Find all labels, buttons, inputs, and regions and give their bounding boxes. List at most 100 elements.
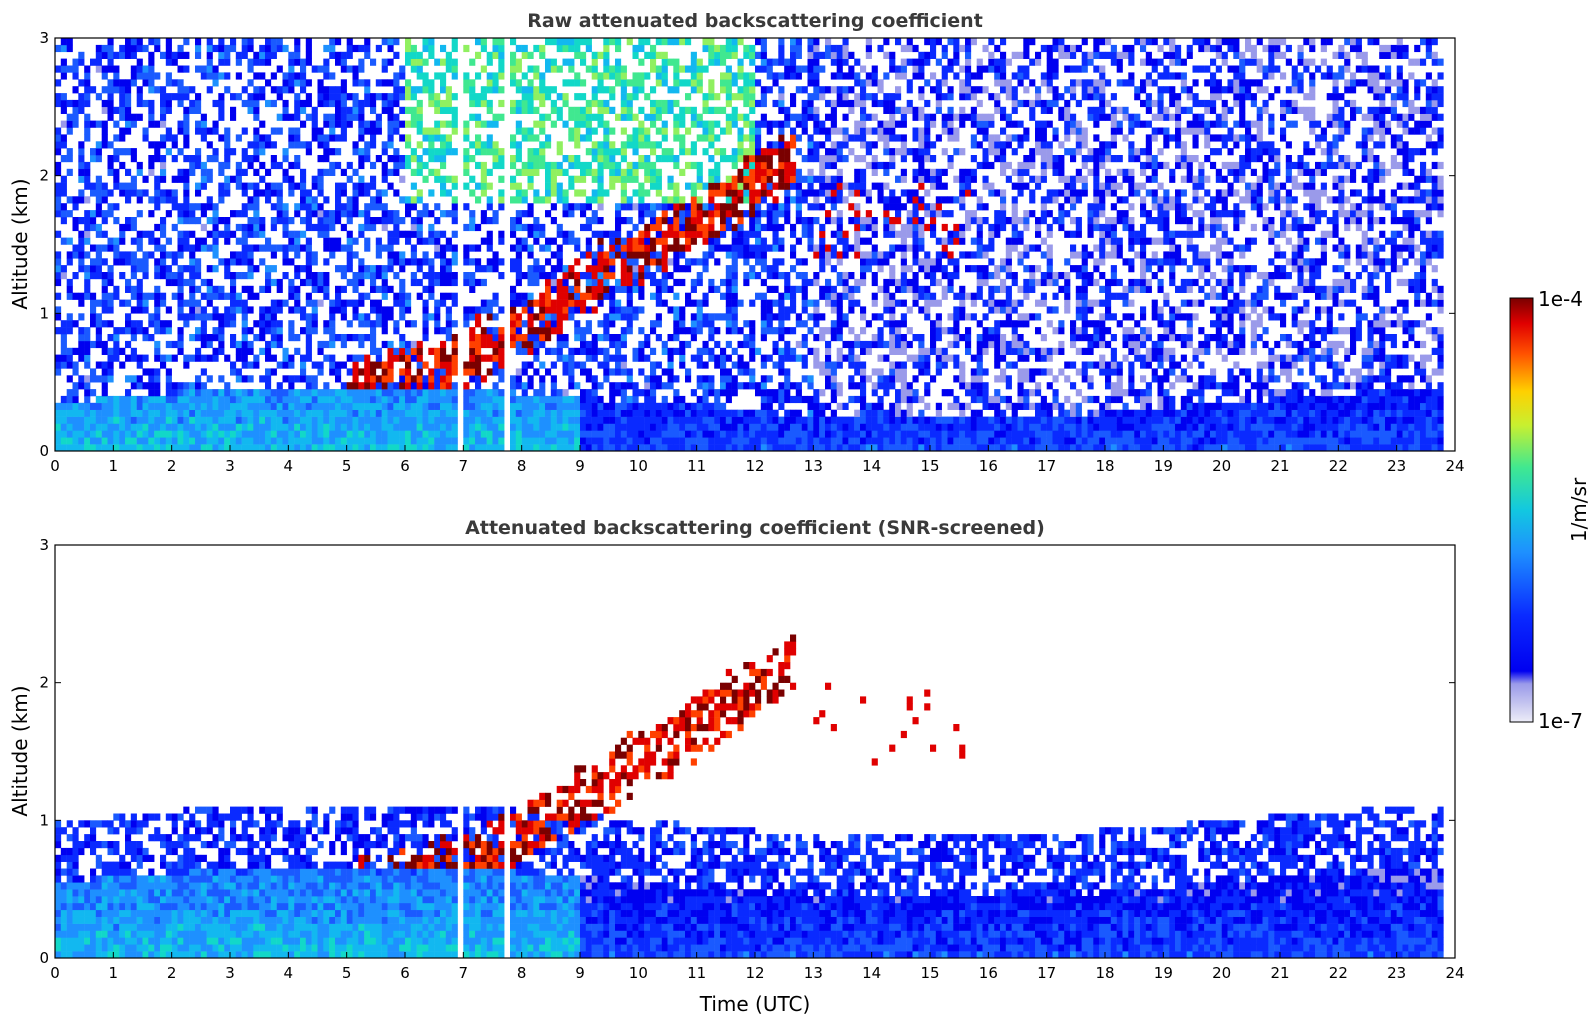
heatmap-cell	[160, 223, 167, 232]
heatmap-cell	[212, 347, 219, 355]
heatmap-cell	[795, 409, 802, 417]
heatmap-cell	[527, 99, 534, 108]
heatmap-cell	[294, 79, 301, 87]
heatmap-cell	[819, 189, 826, 197]
heatmap-cell	[749, 320, 756, 328]
heatmap-cell	[90, 416, 97, 424]
heatmap-cell	[195, 430, 202, 438]
heatmap-cell	[720, 210, 727, 218]
heatmap-cell	[445, 409, 452, 417]
heatmap-cell	[381, 444, 388, 451]
heatmap-cell	[486, 354, 493, 362]
heatmap-cell	[154, 244, 161, 252]
heatmap-cell	[819, 51, 826, 59]
heatmap-cell	[609, 423, 616, 431]
heatmap-cell	[650, 430, 657, 438]
heatmap-cell	[766, 223, 773, 232]
heatmap-cell	[130, 416, 137, 424]
heatmap-cell	[527, 313, 534, 321]
heatmap-cell	[708, 409, 715, 417]
heatmap-cell	[632, 354, 639, 362]
heatmap-cell	[603, 444, 610, 451]
heatmap-cell	[749, 203, 756, 211]
heatmap-cell	[650, 361, 657, 369]
heatmap-cell	[329, 299, 336, 307]
heatmap-cell	[247, 375, 254, 383]
heatmap-cell	[305, 51, 312, 59]
heatmap-cell	[527, 65, 534, 73]
heatmap-cell	[650, 347, 657, 355]
heatmap-cell	[370, 416, 377, 424]
heatmap-cell	[177, 251, 184, 259]
heatmap-cell	[335, 299, 342, 307]
heatmap-cell	[387, 354, 394, 362]
heatmap-cell	[597, 395, 604, 404]
heatmap-cell	[580, 175, 587, 183]
heatmap-cell	[60, 416, 67, 424]
heatmap-cell	[60, 217, 67, 225]
heatmap-cell	[737, 217, 744, 225]
heatmap-cell	[177, 175, 184, 183]
heatmap-cell	[90, 148, 97, 156]
heatmap-cell	[416, 58, 423, 66]
heatmap-cell	[515, 272, 522, 280]
heatmap-cell	[708, 196, 715, 204]
heatmap-cell	[702, 203, 709, 211]
heatmap-cell	[609, 106, 616, 114]
heatmap-cell	[480, 175, 487, 183]
heatmap-cell	[743, 368, 750, 376]
heatmap-cell	[422, 299, 429, 307]
heatmap-cell	[685, 127, 692, 135]
heatmap-cell	[743, 444, 750, 451]
heatmap-cell	[84, 437, 91, 445]
heatmap-cell	[189, 423, 196, 431]
heatmap-cell	[492, 423, 499, 431]
heatmap-cell	[801, 334, 808, 342]
heatmap-cell	[760, 251, 767, 259]
heatmap-cell	[807, 230, 814, 238]
heatmap-cell	[55, 44, 62, 53]
heatmap-cell	[177, 423, 184, 431]
heatmap-cell	[772, 423, 779, 431]
heatmap-cell	[661, 437, 668, 445]
heatmap-cell	[725, 265, 732, 273]
heatmap-cell	[813, 272, 820, 280]
heatmap-cell	[230, 402, 237, 410]
heatmap-cell	[550, 65, 557, 73]
heatmap-cell	[813, 409, 820, 417]
heatmap-cell	[276, 320, 283, 328]
heatmap-cell	[340, 444, 347, 451]
heatmap-cell	[329, 148, 336, 156]
heatmap-cell	[276, 93, 283, 101]
heatmap-cell	[615, 423, 622, 431]
heatmap-cell	[440, 58, 447, 66]
heatmap-cell	[690, 313, 697, 321]
heatmap-cell	[597, 285, 604, 293]
heatmap-cell	[562, 196, 569, 204]
heatmap-cell	[230, 93, 237, 101]
heatmap-cell	[434, 244, 441, 252]
heatmap-cell	[265, 437, 272, 445]
heatmap-cell	[626, 299, 633, 307]
heatmap-cell	[107, 347, 114, 355]
heatmap-cell	[416, 127, 423, 135]
heatmap-cell	[78, 347, 85, 355]
heatmap-cell	[317, 79, 324, 87]
heatmap-cell	[335, 306, 342, 314]
heatmap-cell	[790, 299, 797, 307]
heatmap-cell	[183, 189, 190, 197]
heatmap-cell	[422, 175, 429, 183]
heatmap-cell	[323, 402, 330, 410]
heatmap-cell	[154, 148, 161, 156]
heatmap-cell	[626, 395, 633, 404]
heatmap-cell	[515, 409, 522, 417]
heatmap-cell	[165, 79, 172, 87]
heatmap-cell	[591, 86, 598, 94]
heatmap-cell	[480, 99, 487, 108]
heatmap-cell	[195, 334, 202, 342]
heatmap-cell	[195, 244, 202, 252]
heatmap-cell	[609, 93, 616, 101]
heatmap-cell	[825, 127, 832, 135]
heatmap-cell	[84, 113, 91, 121]
heatmap-cell	[556, 402, 563, 410]
